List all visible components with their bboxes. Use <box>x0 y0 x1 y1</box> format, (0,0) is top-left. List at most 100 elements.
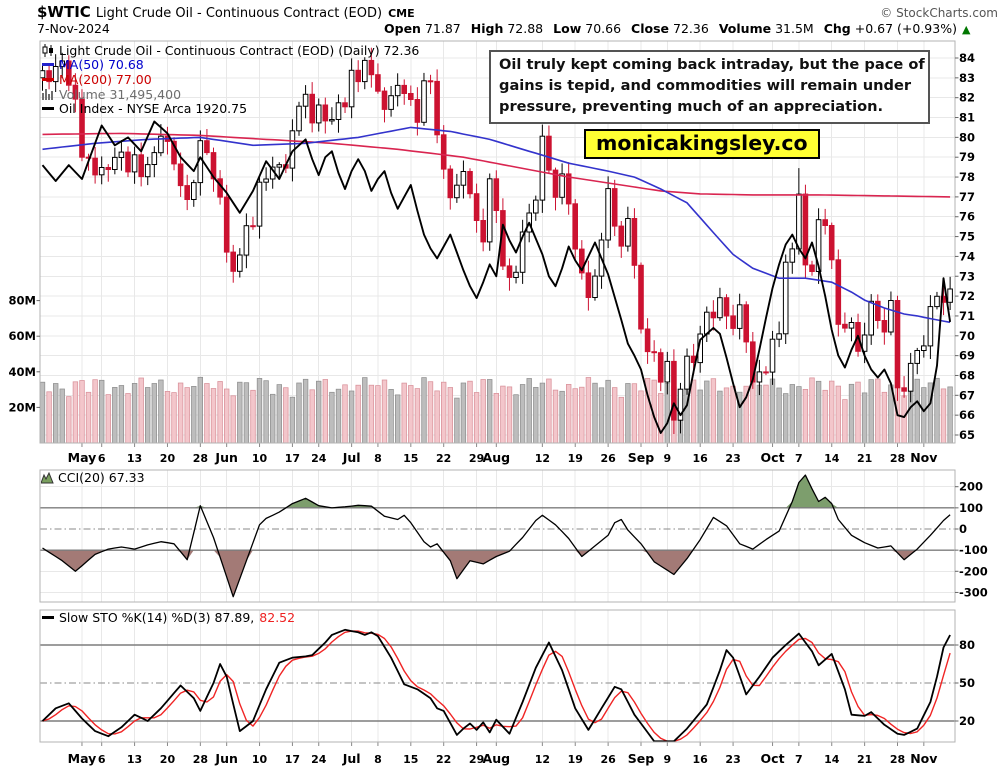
quote-value: 70.66 <box>585 21 622 36</box>
svg-text:76: 76 <box>959 210 975 224</box>
x-tick-label: 10 <box>252 452 268 465</box>
change-up-arrow-icon: ▲ <box>961 23 971 36</box>
svg-text:200: 200 <box>959 480 983 494</box>
svg-text:78: 78 <box>959 170 975 184</box>
svg-text:67: 67 <box>959 388 975 402</box>
svg-text:66: 66 <box>959 408 975 422</box>
svg-text:0: 0 <box>959 522 967 536</box>
cci-legend-label: CCI(20) 67.33 <box>58 470 145 485</box>
quote-label: Volume <box>718 21 772 36</box>
x-tick-label: 20 <box>160 753 176 766</box>
x-tick-label: 21 <box>857 753 872 766</box>
sto-legend-d-value: 82.52 <box>259 610 296 625</box>
quote-value: 31.5M <box>775 21 814 36</box>
cci-line <box>42 474 951 598</box>
sto-d-line <box>42 630 951 742</box>
svg-text:68: 68 <box>959 368 975 382</box>
page-title: Light Crude Oil - Continuous Contract (E… <box>95 6 383 21</box>
symbol: $WTIC <box>37 3 91 21</box>
x-tick-label: Nov <box>910 450 937 465</box>
x-tick-label: 20 <box>160 452 176 465</box>
x-tick-label: 10 <box>252 753 268 766</box>
legend-ma200-label: MA(200) 77.00 <box>59 71 152 87</box>
sto-legend-k-label: Slow STO %K(14) %D(3) 87.89, <box>59 610 255 625</box>
cci-legend: CCI(20) 67.33 <box>41 470 145 485</box>
main-chart-legend: Light Crude Oil - Continuous Contract (E… <box>42 43 419 116</box>
svg-text:82: 82 <box>959 91 975 105</box>
ma50-line <box>42 126 951 324</box>
x-tick-label: 17 <box>285 452 300 465</box>
legend-volume-label: Volume 31,495,400 <box>59 86 182 102</box>
svg-text:77: 77 <box>959 190 975 204</box>
watermark-link[interactable]: monicakingsley.co <box>584 129 820 159</box>
svg-text:71: 71 <box>959 309 975 323</box>
sto-k-line <box>41 628 951 743</box>
legend-index-label: Oil Index - NYSE Arca 1920.75 <box>59 101 248 117</box>
x-tick-label: 21 <box>857 452 872 465</box>
quote-label: High <box>470 21 504 36</box>
svg-text:-100: -100 <box>959 543 988 557</box>
ma200-line <box>42 132 951 198</box>
x-tick-label: 19 <box>568 452 583 465</box>
x-tick-label: 17 <box>285 753 300 766</box>
x-tick-label: Jun <box>214 751 237 766</box>
svg-text:-200: -200 <box>959 564 988 578</box>
volume-bars <box>39 376 953 444</box>
svg-text:73: 73 <box>959 269 975 283</box>
legend-index-row: Oil Index - NYSE Arca 1920.75 <box>42 101 419 116</box>
x-tick-label: 13 <box>127 753 142 766</box>
svg-text:84: 84 <box>959 51 975 65</box>
svg-text:75: 75 <box>959 230 975 244</box>
x-tick-label: 16 <box>693 753 709 766</box>
x-tick-label: Jun <box>214 450 237 465</box>
header-line: $WTIC Light Crude Oil - Continuous Contra… <box>37 3 415 21</box>
volume-axis-labels: 80M 60M 40M 20M <box>9 294 40 414</box>
x-tick-label: Sep <box>628 450 654 465</box>
x-tick-label: 15 <box>403 753 418 766</box>
copyright: © StockCharts.com <box>880 6 998 20</box>
svg-text:20M: 20M <box>9 400 36 414</box>
x-tick-label: 8 <box>374 753 382 766</box>
x-tick-label: Oct <box>761 751 785 766</box>
x-tick-label: Nov <box>910 751 937 766</box>
x-tick-label: Jul <box>342 751 361 766</box>
x-tick-label: 14 <box>824 753 840 766</box>
candlestick-icon <box>42 43 53 57</box>
legend-ma200-row: MA(200) 77.00 <box>42 72 419 87</box>
x-tick-label: 7 <box>795 452 803 465</box>
x-tick-label: 28 <box>890 452 905 465</box>
x-tick-label: May <box>68 450 97 465</box>
annotation-line-3: pressure, preventing much of an apprecia… <box>499 97 884 115</box>
quote-value: 72.88 <box>507 21 544 36</box>
svg-text:72: 72 <box>959 289 975 303</box>
quote-values: Open 71.87 High 72.88 Low 70.66 Close 72.36 Volu… <box>374 21 957 36</box>
quote-value: 72.36 <box>673 21 709 36</box>
svg-text:74: 74 <box>959 249 975 263</box>
plot-frame <box>39 40 956 444</box>
x-tick-label: 19 <box>568 753 583 766</box>
x-tick-label: 28 <box>193 452 208 465</box>
quote-label: Open <box>384 21 421 36</box>
cci-axis-labels: 200 100 0 -100 -200 -300 <box>955 480 988 599</box>
x-tick-label: 12 <box>535 452 550 465</box>
x-tick-label: 23 <box>725 452 740 465</box>
sto-axis-labels: 80 50 20 <box>955 638 975 728</box>
svg-text:70: 70 <box>959 329 975 343</box>
legend-ma50-row: MA(50) 70.68 <box>42 57 419 72</box>
x-tick-label: 6 <box>98 452 106 465</box>
svg-text:80: 80 <box>959 130 975 144</box>
annotation-box: Oil truly kept coming back intraday, but… <box>489 50 930 124</box>
svg-text:100: 100 <box>959 501 983 515</box>
sto-panel <box>39 609 956 743</box>
x-tick-label: 29 <box>469 753 484 766</box>
legend-volume-row: Volume 31,495,400 <box>42 87 419 102</box>
x-tick-label: Sep <box>628 751 654 766</box>
quote-label: Low <box>553 21 582 36</box>
exchange-label: CME <box>388 7 415 20</box>
svg-text:79: 79 <box>959 150 975 164</box>
x-tick-label: 8 <box>374 452 382 465</box>
ma50-line-icon <box>42 63 54 67</box>
